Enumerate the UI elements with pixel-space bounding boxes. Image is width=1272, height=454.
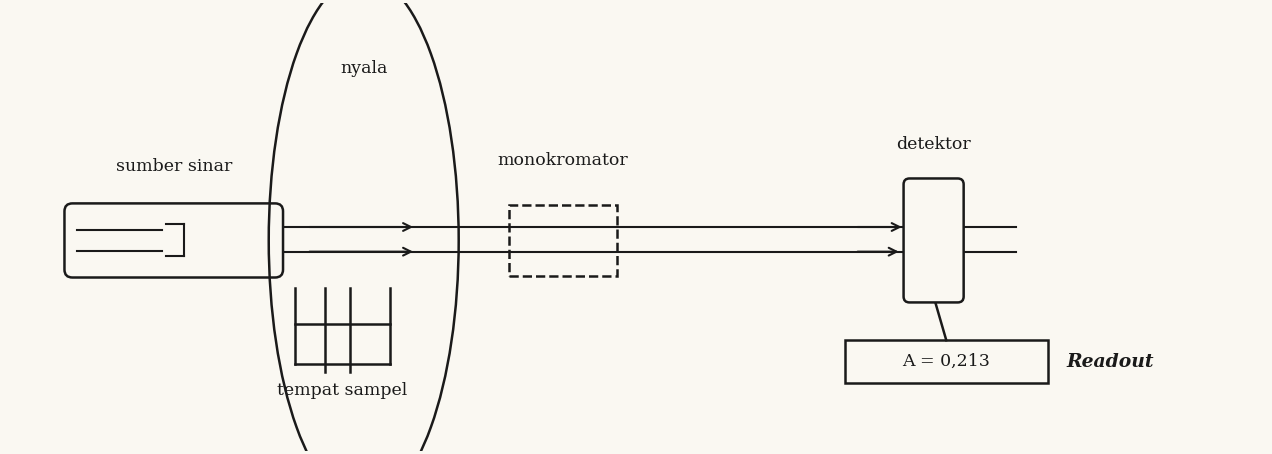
Bar (845, 340, 1048, 383)
Text: monokromator: monokromator (497, 152, 628, 169)
Text: sumber sinar: sumber sinar (116, 158, 232, 175)
Text: nyala: nyala (340, 60, 388, 77)
Text: detektor: detektor (897, 136, 971, 153)
FancyBboxPatch shape (65, 203, 284, 277)
Text: Readout: Readout (1067, 353, 1154, 370)
Text: A = 0,213: A = 0,213 (902, 353, 990, 370)
FancyBboxPatch shape (903, 178, 964, 302)
Text: tempat sampel: tempat sampel (277, 382, 407, 399)
Bar (509, 205, 617, 276)
